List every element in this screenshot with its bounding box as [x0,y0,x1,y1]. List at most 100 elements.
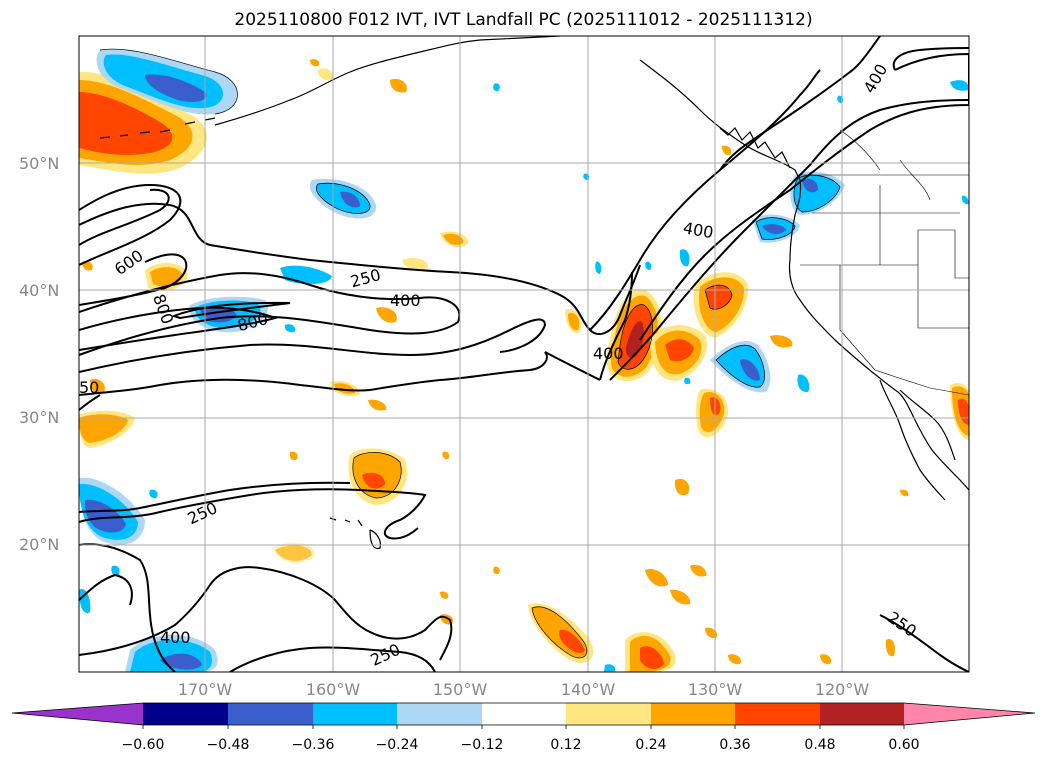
aleutians [99,117,216,139]
pc-patch [272,542,316,563]
ivt-contour [79,394,101,411]
pc-patch [402,257,429,270]
lon-label: 170°W [177,680,233,699]
ivt-contour [79,573,133,606]
colorbar-tick-label: 0.36 [719,737,751,753]
baja [879,379,956,501]
state-borders [800,129,969,396]
colorbar-tick-label: 0.60 [888,737,920,753]
us-west-coast [788,179,969,491]
pc-patch [390,78,407,93]
pc-patch [679,249,690,267]
pc-patch [728,654,741,665]
colorbar-tick-label: −0.24 [375,737,419,753]
lat-label: 20°N [19,535,60,554]
colorbar-swatch [651,703,735,725]
pc-fill-patches [79,49,969,672]
map-background [79,36,969,672]
map-title: 2025110800 F012 IVT, IVT Landfall PC (20… [234,10,813,30]
pc-patch [762,224,786,235]
contour-label: 50 [79,378,99,397]
ivt-contours [79,36,969,672]
colorbar-swatch [904,703,1035,725]
lat-label: 30°N [19,408,60,427]
ivt-contour [79,318,547,373]
ivt-contour [79,183,182,266]
pc-patch [111,565,120,577]
lon-label: 130°W [687,680,743,699]
lat-label: 50°N [19,154,60,173]
ivt-contour [79,188,170,246]
colorbar-tick-label: 0.12 [550,737,582,753]
colorbar-tick-label: −0.48 [206,737,250,753]
pc-patch [443,233,464,245]
ivt-contour [589,69,821,331]
ivt-contour [79,351,601,396]
pc-patch [670,589,691,605]
lon-label: 140°W [560,680,616,699]
pc-patch [645,261,652,270]
pc-patch [368,399,387,411]
contour-label: 400 [593,344,624,363]
colorbar-tick-label: −0.12 [460,737,504,753]
pc-patch [289,451,298,461]
colorbar-swatch [482,703,566,725]
colorbar-swatch [820,703,904,725]
lon-label: 160°W [305,680,361,699]
pc-patch [149,489,158,499]
contour-label: 400 [390,291,421,310]
colorbar-tick-label: 0.48 [804,737,836,753]
pc-patch [705,627,718,639]
lat-label: 40°N [19,281,60,300]
map-frame [78,35,970,673]
alaska-coast [214,36,561,126]
pc-patch [950,80,969,91]
state-border [800,185,969,371]
lon-label: 120°W [814,680,870,699]
alaska-panhandle [639,59,801,181]
lon-label: 150°W [432,680,488,699]
pc-patch [310,59,320,67]
pc-patch [493,566,500,575]
pc-patch [802,178,818,193]
pc-patch [160,653,202,670]
pc-patch [604,664,616,672]
pc-patch [665,339,694,362]
ivt-contour [229,646,436,672]
pc-patch [376,307,397,323]
colorbar-ticks [142,725,905,729]
colorbar-tick-label: 0.24 [635,737,667,753]
ivt-contour [79,253,188,306]
colorbar-swatch [735,703,820,725]
pc-patch [885,638,895,657]
pc-patch [705,285,732,310]
ivt-contour [599,271,633,381]
colorbar-swatch [228,703,313,725]
ivt-contour [79,306,279,351]
pc-patch [645,569,668,587]
contour-label: 400 [160,628,191,647]
pc-patch [284,324,296,333]
pc-patch [79,92,173,155]
ivt-contour [879,614,969,672]
pc-patch [690,564,707,577]
colorbar-swatch [12,703,143,725]
colorbar [11,702,1036,729]
ivt-contour [892,47,969,71]
ivt-contour [79,543,176,672]
ivt-contour [719,36,881,171]
mexico-border [874,369,969,396]
pc-patch [820,654,832,665]
pc-patch [362,472,385,489]
colorbar-swatch [313,703,397,725]
pc-patch [90,378,105,394]
colorbar-swatch [566,703,651,725]
pc-patch [145,74,207,103]
pc-patch [440,591,449,599]
colorbar-swatch [143,703,228,725]
pc-patch [961,195,969,205]
ivt-contour [79,481,351,513]
ivt-contour [79,202,641,335]
pc-patch [684,377,691,385]
pc-patch [722,145,732,156]
